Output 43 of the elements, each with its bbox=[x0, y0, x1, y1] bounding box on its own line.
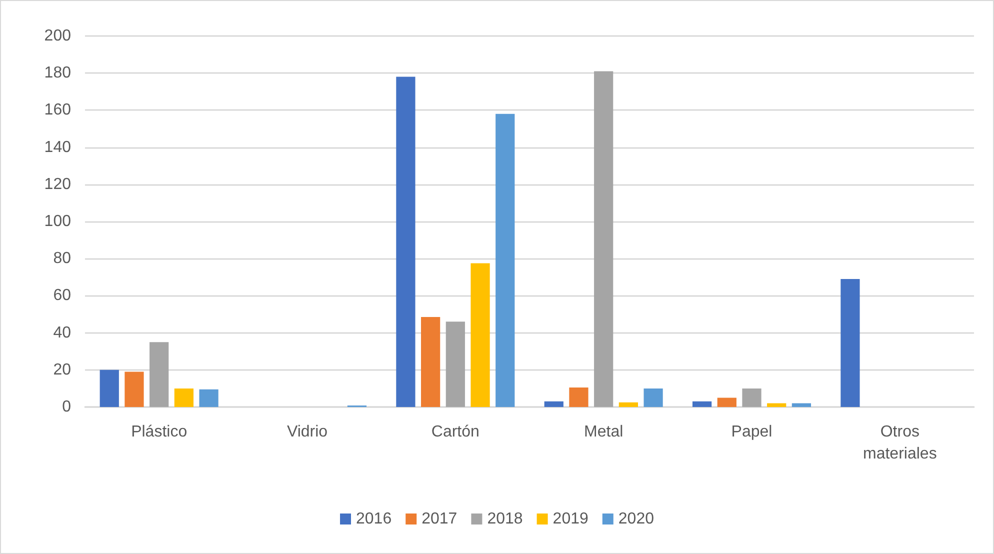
bar bbox=[396, 76, 416, 407]
y-tick-label: 0 bbox=[62, 398, 72, 416]
bar bbox=[470, 263, 490, 407]
x-tick-label: Papel bbox=[731, 424, 772, 440]
y-tick-label: 140 bbox=[44, 138, 72, 156]
x-tick-label: Vidrio bbox=[286, 424, 328, 440]
y-tick-label: 120 bbox=[44, 176, 72, 193]
bar bbox=[199, 389, 218, 407]
x-tick-label: Metal bbox=[584, 424, 624, 440]
y-tick-label: 160 bbox=[44, 102, 72, 119]
bar bbox=[644, 388, 663, 407]
bar bbox=[840, 279, 860, 407]
legend-label: 2018 bbox=[487, 510, 523, 528]
x-tick-label: Cartón bbox=[431, 424, 480, 440]
legend-label: 2017 bbox=[422, 510, 458, 528]
y-tick-label: 200 bbox=[44, 28, 72, 44]
y-tick-label: 40 bbox=[53, 324, 72, 342]
bar bbox=[150, 342, 169, 407]
bar bbox=[124, 372, 144, 407]
y-tick-label: 20 bbox=[53, 361, 72, 378]
legend-label: 2020 bbox=[618, 510, 654, 528]
bar bbox=[569, 388, 588, 407]
bar bbox=[421, 317, 440, 407]
bar bbox=[792, 403, 812, 407]
legend-label: 2019 bbox=[552, 510, 588, 528]
bar bbox=[174, 388, 194, 407]
bar bbox=[594, 71, 614, 407]
bar bbox=[767, 403, 786, 407]
bar bbox=[496, 114, 515, 407]
legend-label: 2016 bbox=[356, 510, 392, 528]
bar bbox=[544, 401, 564, 407]
y-tick-label: 180 bbox=[44, 64, 72, 82]
x-tick-label: Plástico bbox=[131, 424, 188, 440]
bar bbox=[618, 402, 638, 407]
bar bbox=[717, 398, 736, 407]
y-tick-label: 60 bbox=[53, 287, 72, 304]
bar bbox=[100, 370, 119, 407]
y-tick-label: 100 bbox=[44, 213, 72, 230]
bar bbox=[446, 322, 465, 407]
y-tick-label: 80 bbox=[53, 250, 72, 268]
bar bbox=[742, 388, 762, 407]
bar bbox=[692, 401, 712, 407]
x-tick-label: Otros materiales bbox=[863, 424, 937, 462]
